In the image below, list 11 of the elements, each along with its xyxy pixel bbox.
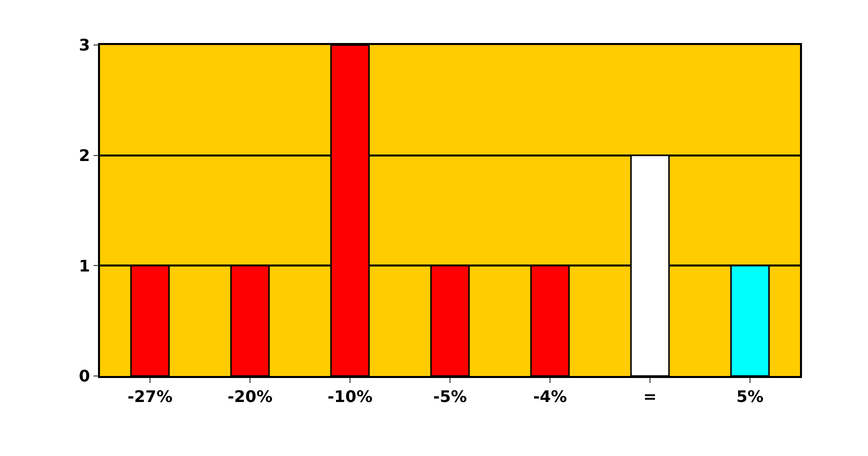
y-tick-label: 0 bbox=[78, 366, 90, 386]
x-tick-label: -4% bbox=[533, 386, 567, 406]
y-tick-label: 2 bbox=[78, 146, 90, 165]
x-tick-label: -27% bbox=[128, 386, 172, 406]
x-tick-label: = bbox=[643, 386, 657, 406]
x-tick-label: -5% bbox=[433, 386, 467, 406]
x-tick-label: -10% bbox=[328, 386, 372, 406]
y-tick-label: 3 bbox=[78, 36, 90, 55]
x-tick-label: 5% bbox=[736, 386, 764, 406]
y-tick-label: 1 bbox=[78, 256, 90, 276]
x-tick-label: -20% bbox=[228, 386, 272, 406]
